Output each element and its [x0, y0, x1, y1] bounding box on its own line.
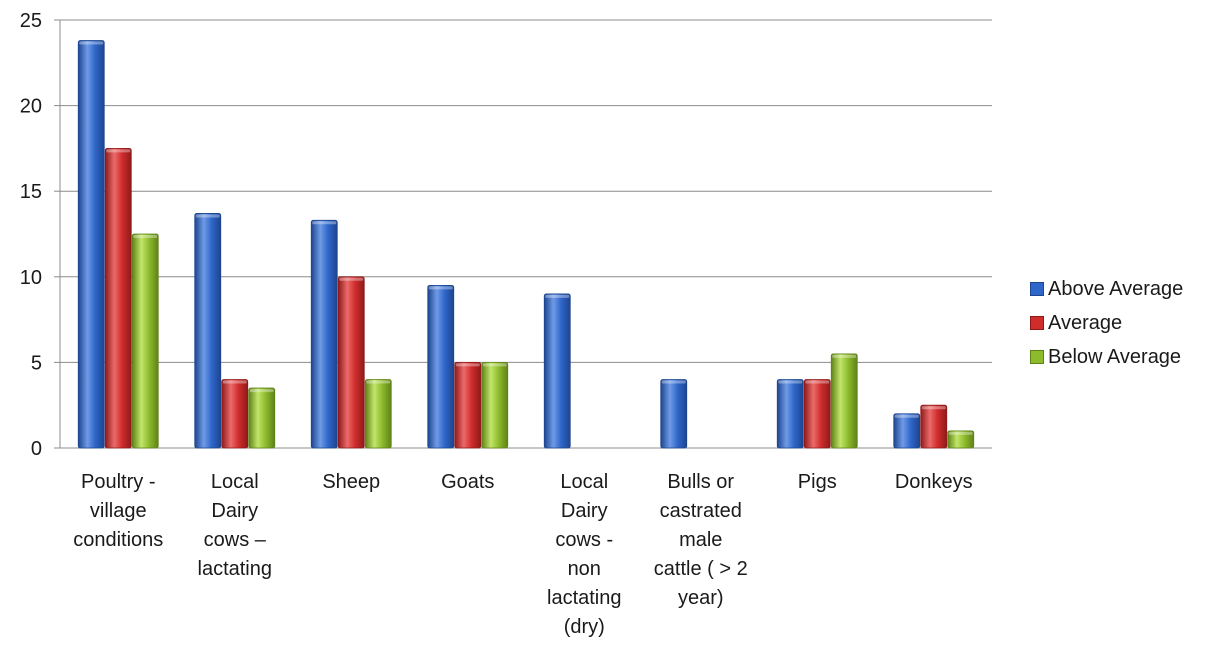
bar-highlight: [661, 380, 686, 384]
bar-above-average: [310, 219, 338, 449]
bar-highlight: [894, 414, 919, 418]
y-tick-label: 25: [20, 10, 42, 32]
bar-average: [337, 276, 365, 449]
bar-above-average: [427, 284, 455, 449]
y-tick-label: 5: [31, 352, 42, 374]
bar-below-average: [947, 430, 975, 449]
legend-swatch-average: [1030, 316, 1044, 330]
y-tick-label: 0: [31, 438, 42, 460]
bar-above-average: [194, 213, 222, 449]
bar-average: [920, 404, 948, 449]
legend-label-above-average: Above Average: [1048, 277, 1184, 300]
bar-highlight: [339, 277, 364, 281]
x-category-label: Goats: [441, 471, 494, 493]
bar-highlight: [133, 235, 158, 238]
bar-above-average: [660, 379, 688, 449]
bar-highlight: [428, 286, 453, 290]
bar-highlight: [106, 149, 131, 153]
y-tick-label: 10: [20, 267, 42, 289]
bar-highlight: [805, 380, 830, 384]
y-tick-label: 15: [20, 181, 42, 203]
bar-average: [454, 361, 482, 449]
legend-item-above-average: Above Average: [1030, 272, 1183, 306]
bar-highlight: [921, 406, 946, 410]
bar-highlight: [79, 41, 104, 45]
x-category-label: Donkeys: [895, 471, 973, 493]
bar-above-average: [893, 413, 921, 449]
bar-below-average: [364, 379, 392, 449]
legend-swatch-above-average: [1030, 282, 1044, 296]
y-axis-ticks: 0 5 10 15 20 25: [20, 10, 42, 460]
x-category-label: Bulls or castrated male cattle ( > 2 year): [654, 471, 748, 609]
bar-above-average: [776, 379, 804, 449]
bar-highlight: [482, 363, 507, 367]
legend: Above Average Average Below Average: [1030, 272, 1183, 374]
bar-highlight: [778, 380, 803, 384]
x-category-label: Pigs: [798, 471, 837, 493]
bar-above-average: [77, 40, 105, 449]
bar-average: [104, 147, 132, 449]
bars: [77, 40, 975, 449]
bar-highlight: [222, 380, 247, 384]
bar-highlight: [832, 354, 857, 358]
legend-item-below-average: Below Average: [1030, 340, 1183, 374]
legend-swatch-below-average: [1030, 350, 1044, 364]
bar-highlight: [366, 380, 391, 384]
bar-average: [803, 379, 831, 449]
bar-highlight: [249, 389, 274, 393]
legend-label-average: Average: [1048, 311, 1123, 334]
x-category-label: Local Dairy cows – lactating: [198, 471, 273, 580]
bar-above-average: [543, 293, 571, 449]
bar-highlight: [545, 294, 570, 298]
bar-below-average: [481, 361, 509, 449]
bar-below-average: [248, 387, 276, 449]
bar-below-average: [131, 233, 159, 449]
legend-item-average: Average: [1030, 306, 1183, 340]
bar-below-average: [830, 353, 858, 449]
bar-highlight: [195, 214, 220, 218]
bar-average: [221, 379, 249, 449]
bar-highlight: [455, 363, 480, 367]
y-tick-label: 20: [20, 96, 42, 118]
x-axis-labels: Poultry -village conditions Local Dairy cows…: [73, 471, 972, 638]
x-category-label: Poultry -village conditions: [73, 471, 163, 551]
bar-highlight: [948, 431, 973, 435]
bar-highlight: [312, 221, 337, 225]
legend-label-below-average: Below Average: [1048, 345, 1182, 368]
x-category-label: Local Dairy cows -non lactating (dry): [547, 471, 622, 638]
x-category-label: Sheep: [322, 471, 380, 493]
